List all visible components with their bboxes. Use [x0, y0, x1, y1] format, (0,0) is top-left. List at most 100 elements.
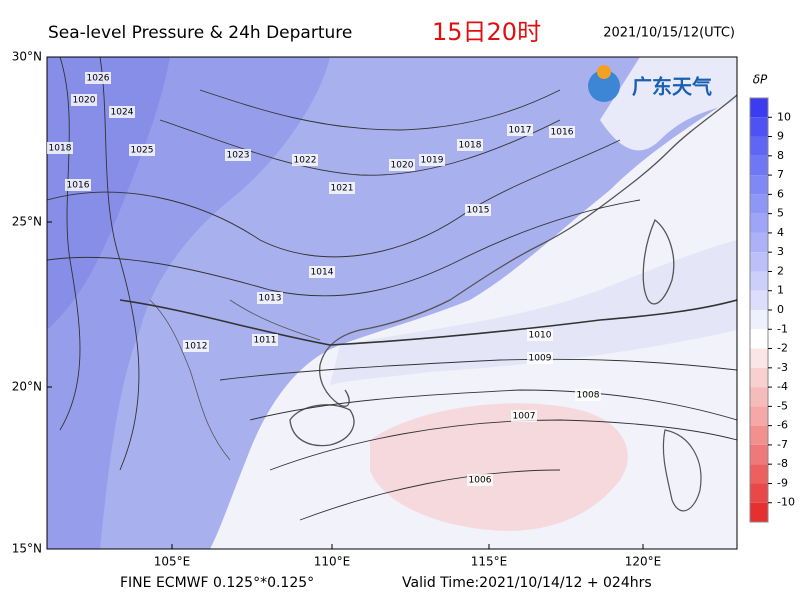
lon-label: 105°E — [154, 555, 191, 569]
lat-label: 25°N — [12, 215, 42, 229]
colorbar-label: 0 — [777, 303, 784, 316]
contour-label-bg — [85, 72, 111, 84]
contour-label: 1011 — [254, 336, 277, 346]
contour-label-bg — [292, 154, 318, 166]
colorbar-label: -3 — [777, 361, 788, 374]
contour-label: 1006 — [469, 476, 492, 486]
colorbar-swatch — [750, 117, 768, 137]
contour-label: 1008 — [577, 391, 600, 401]
contour-label: 1012 — [185, 342, 208, 352]
colorbar-label: 7 — [777, 168, 784, 181]
contour-label-bg — [252, 334, 278, 346]
colorbar-swatch — [750, 136, 768, 156]
contour-label: 1014 — [311, 268, 334, 278]
contour-label: 1019 — [421, 156, 444, 166]
colorbar-swatch — [750, 194, 768, 214]
colorbar-label: -7 — [777, 438, 788, 451]
colorbar-swatch — [750, 329, 768, 349]
contour-label: 1020 — [73, 96, 96, 106]
contour-label: 1013 — [259, 294, 282, 304]
contour-label-bg — [129, 144, 155, 156]
contour-label-bg — [511, 410, 537, 422]
colorbar-label: 4 — [777, 226, 784, 239]
contour-label-bg — [465, 204, 491, 216]
border — [149, 299, 321, 461]
contour-label-bg — [467, 474, 493, 486]
lon-label: 115°E — [471, 555, 508, 569]
contour-label-bg — [225, 149, 251, 161]
colorbar-swatch — [750, 502, 768, 522]
colorbar-label: -5 — [777, 399, 788, 412]
colorbar-label: -6 — [777, 419, 788, 432]
logo: 广东天气 — [588, 65, 712, 102]
island-luzon — [662, 429, 702, 512]
colorbar-swatch — [750, 271, 768, 291]
timestamp: 2021/10/15/12(UTC) — [603, 26, 735, 41]
contour-label-bg — [575, 389, 601, 401]
contour-label: 1016 — [67, 181, 90, 191]
colorbar-swatch — [750, 155, 768, 176]
colorbar-swatch — [750, 348, 768, 368]
contour-label-bg — [183, 340, 209, 352]
contour-label: 1015 — [467, 206, 490, 216]
colorbar-label: -2 — [777, 342, 788, 355]
colorbar-label: -4 — [777, 380, 788, 393]
weak-region — [600, 57, 737, 151]
contour-label: 1021 — [331, 184, 354, 194]
contour-label-bg — [309, 266, 335, 278]
colorbar-swatch — [750, 175, 768, 195]
colorbar-label: -9 — [777, 476, 788, 489]
weak-region — [330, 240, 737, 385]
island-taiwan — [642, 218, 675, 305]
contour-label: 1020 — [391, 161, 414, 171]
contour-label: 1018 — [49, 144, 72, 154]
colorbar-label: -8 — [777, 457, 788, 470]
colorbar-swatch — [750, 213, 768, 233]
colorbar-swatch — [750, 98, 768, 118]
contour-label-bg — [419, 154, 445, 166]
colorbar-swatch — [750, 483, 768, 503]
contour-label-bg — [527, 329, 553, 341]
lon-label: 120°E — [625, 555, 662, 569]
colorbar-title: δP — [753, 73, 768, 87]
colorbar-label: 5 — [777, 207, 784, 220]
contour-label: 1009 — [529, 354, 552, 364]
footer-right: Valid Time:2021/10/14/12 + 024hrs — [402, 575, 652, 591]
island-hainan — [289, 404, 355, 447]
colorbar-label: 8 — [777, 149, 784, 162]
colorbar-swatch — [750, 464, 768, 484]
lat-label: 20°N — [12, 380, 42, 394]
contour-label-bg — [109, 106, 135, 118]
contour-label: 1024 — [111, 108, 134, 118]
footer-left: FINE ECMWF 0.125°*0.125° — [120, 575, 314, 591]
colorbar-label: 1 — [777, 284, 784, 297]
colorbar-swatch — [750, 252, 768, 272]
colorbar-swatch — [750, 444, 768, 465]
contour-label: 1026 — [87, 74, 110, 84]
colorbar-label: 9 — [777, 130, 784, 143]
map-area — [47, 57, 737, 549]
colorbar-swatch — [750, 406, 768, 426]
contour-label: 1023 — [227, 151, 250, 161]
contour-label-bg — [507, 124, 533, 136]
lon-label: 110°E — [314, 555, 351, 569]
contour-label: 1016 — [551, 128, 574, 138]
colorbar-swatch — [750, 387, 768, 407]
colorbar-label: -1 — [777, 322, 788, 335]
time-highlight: 15日20时 — [432, 18, 541, 46]
contour-label: 1022 — [294, 156, 317, 166]
contour-label-bg — [257, 292, 283, 304]
contour-label-bg — [65, 179, 91, 191]
colorbar-label: -10 — [777, 496, 795, 509]
colorbar-label: 3 — [777, 245, 784, 258]
contour-label: 1007 — [513, 412, 536, 422]
contour-label-bg — [329, 182, 355, 194]
logo-text: 广东天气 — [632, 75, 712, 99]
contour-label-bg — [457, 139, 483, 151]
contour-label-bg — [549, 126, 575, 138]
contour-label: 1017 — [509, 126, 532, 136]
isobars — [47, 57, 737, 521]
lat-label: 30°N — [12, 50, 42, 64]
